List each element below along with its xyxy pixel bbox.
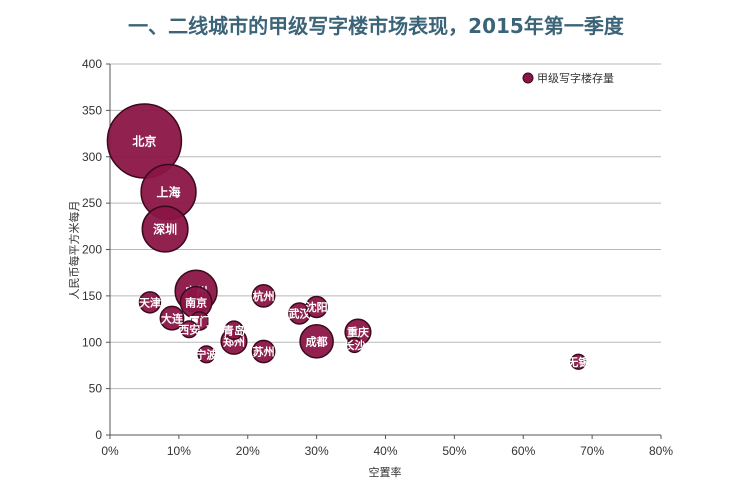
y-tick-label: 400	[82, 57, 102, 71]
bubble-point	[224, 320, 244, 341]
bubble-point	[570, 353, 587, 370]
x-tick-label: 40%	[373, 444, 397, 458]
y-tick-label: 300	[82, 150, 102, 164]
x-tick-label: 70%	[580, 444, 604, 458]
bubble-label: 长沙	[344, 338, 366, 352]
legend: 甲级写字楼存量	[522, 71, 614, 85]
bubble-label: 重庆	[347, 325, 369, 339]
x-tick-label: 20%	[236, 444, 260, 458]
bubbles: 北京上海深圳广州成都南京郑州重庆大连杭州苏州天津武汉沈阳厦门青岛西安宁波长沙无锡	[106, 103, 589, 370]
bubble-label: 苏州	[253, 345, 275, 359]
bubble-label: 西安	[178, 322, 200, 336]
bubble-point	[299, 324, 334, 359]
legend-marker	[522, 72, 534, 84]
x-tick-label: 50%	[442, 444, 466, 458]
bubble-label: 武汉	[288, 307, 311, 321]
x-tick-label: 80%	[649, 444, 673, 458]
bubble-point	[346, 336, 363, 354]
bubble-label: 成都	[306, 335, 328, 349]
bubble-label: 杭州	[253, 289, 275, 303]
bubble-label: 青岛	[223, 323, 245, 337]
axes: 0 50 100 150 200 250 300 350 400 0% 10% 20% 30% 40% 50…	[82, 57, 673, 458]
y-tick-label: 350	[82, 103, 102, 117]
bubble-label: 北京	[132, 134, 156, 149]
bubble-point	[138, 291, 162, 314]
x-tick-label: 60%	[511, 444, 535, 458]
x-tick-label: 0%	[101, 444, 119, 458]
bubble-label: 上海	[157, 185, 181, 200]
bubble-point	[251, 284, 276, 308]
y-axis-label: 人民币每平方米每月	[67, 201, 81, 300]
bubble-point	[251, 339, 276, 364]
bubble-point	[197, 345, 216, 364]
bubble-label: 无锡	[566, 355, 589, 369]
bubble-label: 天津	[139, 296, 161, 310]
x-tick-label: 10%	[167, 444, 191, 458]
bubble-label: 深圳	[153, 222, 177, 237]
bubble-point	[141, 205, 189, 253]
y-tick-label: 100	[82, 335, 102, 349]
x-tick-label: 30%	[305, 444, 329, 458]
chart-title: 一、二线城市的甲级写字楼市场表现，2015年第一季度	[128, 14, 625, 38]
bubble-point	[305, 295, 328, 319]
y-tick-label: 250	[82, 196, 102, 210]
bubble-label: 大连	[161, 311, 184, 325]
y-tick-label: 150	[82, 289, 102, 303]
bubble-point	[180, 320, 199, 339]
y-tick-label: 200	[82, 243, 102, 257]
bubble-label: 宁波	[195, 347, 218, 361]
legend-label: 甲级写字楼存量	[537, 71, 614, 85]
grid-lines	[110, 63, 661, 390]
y-tick-label: 0	[95, 428, 102, 442]
bubble-label: 沈阳	[306, 300, 328, 314]
bubble-point	[159, 305, 185, 331]
bubble-label: 南京	[185, 296, 207, 310]
y-tick-label: 50	[89, 382, 103, 396]
x-axis-label: 空置率	[369, 465, 402, 479]
